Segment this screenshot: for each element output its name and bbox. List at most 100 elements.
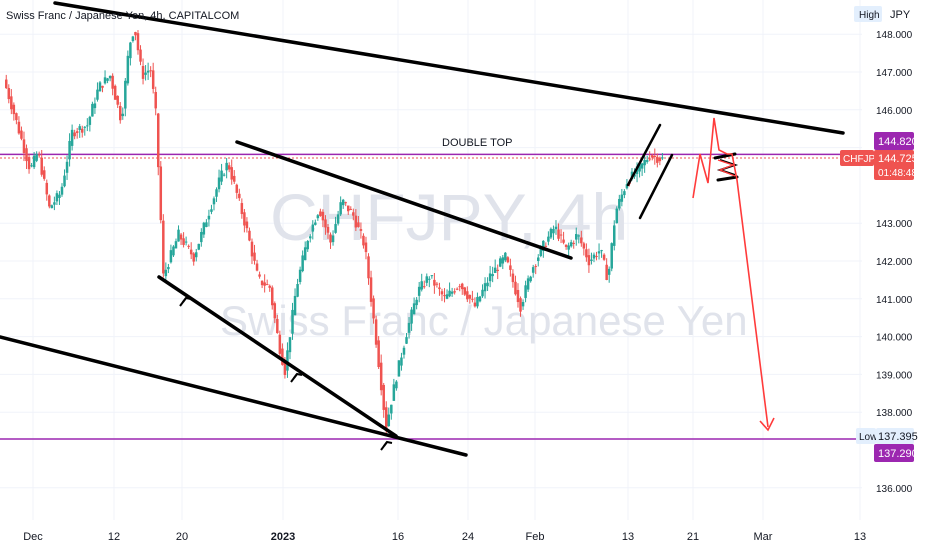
low-value-badge [876, 428, 914, 444]
candle-body [184, 241, 188, 243]
candle-body [319, 211, 322, 216]
candle-body [415, 299, 418, 306]
time-tick-label: Feb [526, 531, 545, 543]
candle-body [362, 235, 365, 246]
lower-channel-line [0, 335, 468, 457]
candle-body [387, 414, 391, 427]
candle-body [164, 269, 168, 277]
projection-arrowhead [759, 417, 775, 432]
candle-body [623, 191, 626, 196]
candle-body [347, 205, 350, 212]
candle-body [22, 139, 26, 153]
candle-body [215, 189, 218, 197]
price-tick-label: 142.000 [876, 257, 913, 268]
candle-body [514, 281, 517, 295]
watermark: CHFJPY, 4h Swiss Franc / Japanese Yen [220, 180, 748, 344]
candle-body [202, 222, 206, 235]
candle-body [428, 278, 431, 280]
currency-label: JPY [890, 9, 911, 21]
candle-body [334, 224, 337, 233]
candle-body [331, 235, 335, 243]
candle-body [491, 274, 494, 277]
candle-body [461, 283, 464, 290]
candle-body [341, 199, 345, 206]
candle-body [136, 33, 140, 51]
candle-body [103, 77, 107, 84]
time-tick-label: 21 [687, 531, 699, 543]
candle-body [572, 242, 575, 244]
candle-body [210, 209, 213, 212]
descending-support-line [157, 275, 398, 438]
candle-body [306, 241, 309, 250]
candle-body [111, 75, 114, 89]
candle-body [96, 89, 99, 100]
candle-body [68, 140, 71, 160]
candle-body [73, 132, 76, 137]
projection-path[interactable] [692, 117, 775, 432]
candle-body [468, 295, 472, 299]
candle-body [430, 275, 434, 277]
candle-body [656, 156, 659, 163]
candle-body [151, 70, 155, 89]
candle-body [53, 202, 56, 205]
candle-body [590, 259, 593, 261]
candle-body [195, 252, 198, 258]
candle-body [182, 238, 185, 245]
candle-body [357, 222, 360, 227]
time-tick-label: Mar [754, 531, 773, 543]
candle-body [349, 208, 353, 210]
projection-line [692, 117, 769, 428]
candle-body [309, 236, 312, 239]
candle-body [483, 283, 487, 292]
candle-body [212, 198, 216, 205]
candle-body [562, 239, 565, 243]
candle-body [615, 208, 619, 224]
candle-body [291, 309, 294, 334]
candle-body [88, 116, 92, 125]
low-marker-arrow [290, 373, 298, 383]
candle-body [620, 194, 624, 202]
candle-body [50, 205, 54, 209]
candle-body [435, 283, 439, 285]
time-tick-label: 13 [854, 531, 866, 543]
candle-body [473, 302, 477, 307]
time-tick-label: 13 [622, 531, 634, 543]
candle-body [559, 234, 563, 236]
symbol-badge [840, 150, 874, 166]
candle-body [83, 126, 87, 128]
candle-body [144, 72, 147, 75]
last-price: 144.725 [878, 153, 918, 165]
candle-body [293, 295, 297, 316]
candle-body [613, 225, 616, 246]
candle-body [45, 182, 49, 195]
high-value-badge [874, 132, 914, 150]
candle-body [253, 252, 256, 261]
descending-resistance-line [235, 140, 573, 260]
candle-body [250, 241, 254, 257]
candle-body [32, 155, 36, 168]
time-tick-label: 2023 [271, 531, 295, 543]
low-marker-arrow [380, 441, 388, 451]
candle-body [364, 242, 368, 253]
projection-zigzag [717, 159, 736, 177]
candle-body [124, 80, 127, 109]
candle-body [286, 350, 289, 371]
candle-body [25, 148, 28, 162]
candle-body [30, 165, 33, 167]
candle-body [585, 249, 588, 258]
candle-body [129, 42, 132, 59]
price-axis[interactable]: High JPY 148.000147.000146.000145.000143… [840, 6, 918, 495]
candle-body [638, 164, 641, 172]
candle-body [610, 243, 613, 269]
candle-body [172, 246, 175, 256]
candle-body [119, 106, 122, 121]
candle-body [443, 295, 446, 297]
candle-body [488, 273, 492, 282]
candle-body [374, 319, 378, 345]
price-tick-label: 139.000 [876, 370, 913, 381]
double-top-label: DOUBLE TOP [442, 137, 513, 149]
time-tick-label: Dec [23, 531, 43, 543]
candle-body [27, 157, 31, 170]
